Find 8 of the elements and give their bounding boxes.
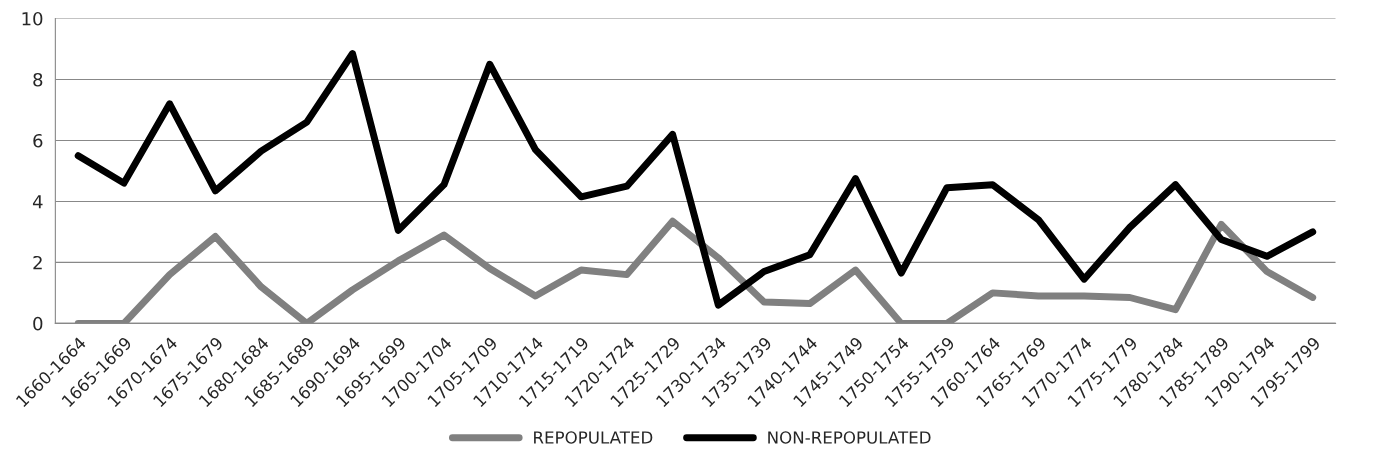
legend-label: NON-REPOPULATED <box>768 431 931 444</box>
legend-label: REPOPULATED <box>534 431 653 444</box>
y-tick-label: 10 <box>22 11 43 26</box>
y-tick-label: 6 <box>33 133 43 148</box>
y-tick-label: 8 <box>33 72 43 87</box>
y-tick-label: 4 <box>32 195 43 209</box>
y-tick-label: 0 <box>33 316 43 331</box>
y-tick-label: 2 <box>33 255 42 270</box>
